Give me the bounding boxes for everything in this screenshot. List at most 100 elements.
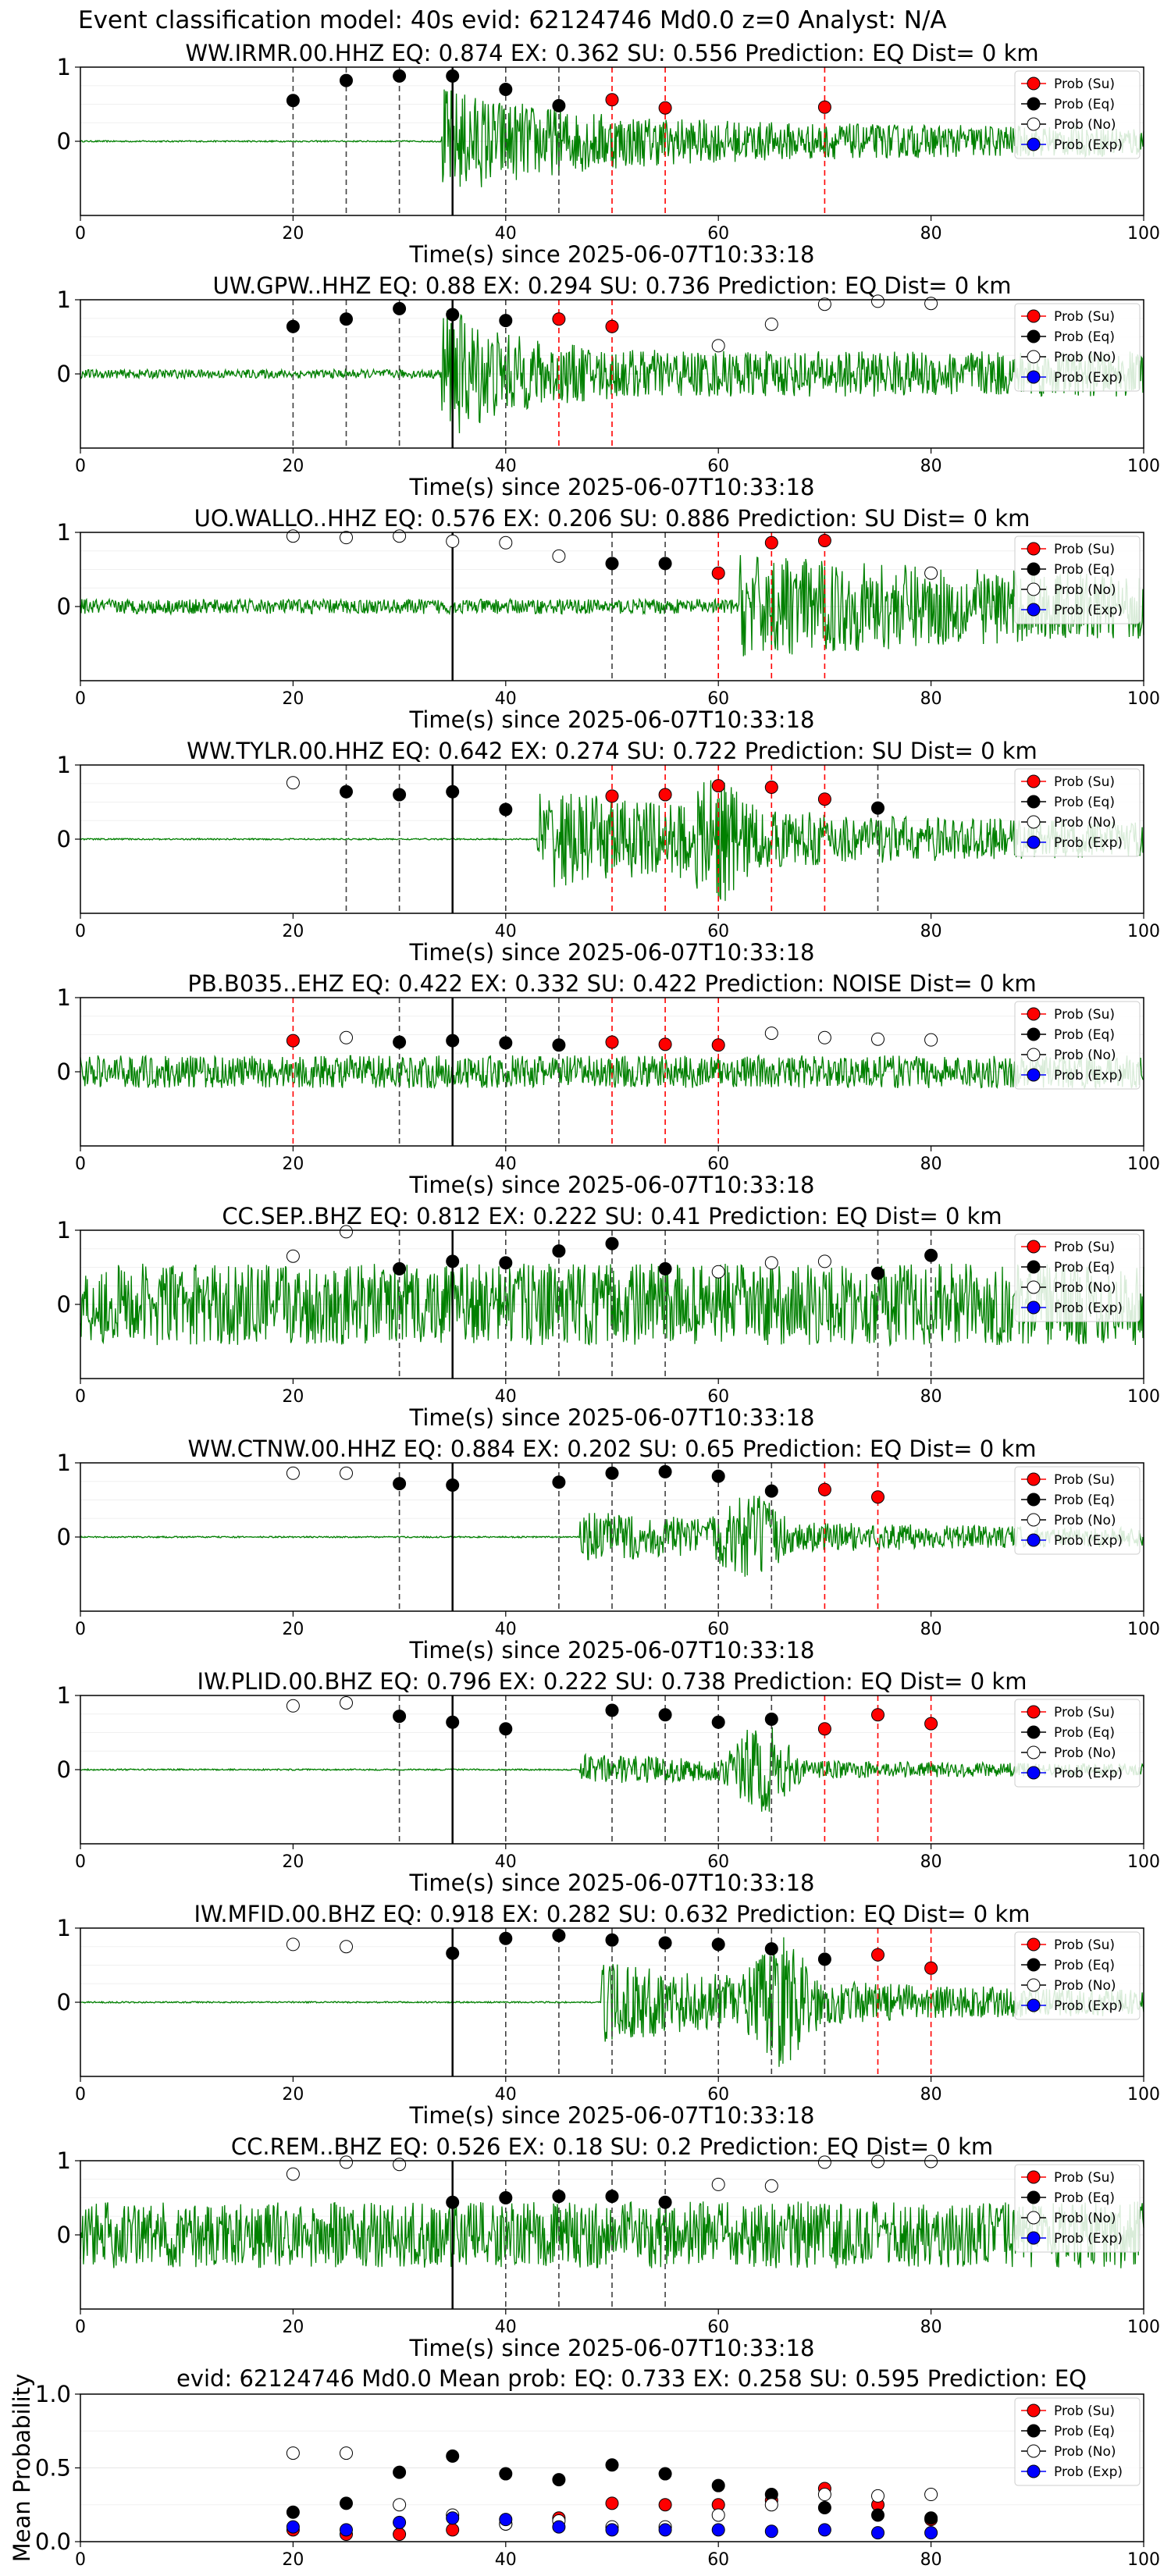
probability-point	[499, 2191, 513, 2204]
y-tick-label: 0	[57, 128, 71, 155]
mean-probability-point	[658, 2498, 672, 2512]
probability-point	[552, 1244, 566, 1258]
y-tick-label: 0.0	[35, 2528, 71, 2555]
probability-point	[340, 1466, 353, 1480]
probability-point	[658, 557, 672, 571]
legend-label: Prob (Su)	[1054, 2403, 1115, 2419]
probability-point	[393, 1035, 407, 1049]
y-tick-label: 0	[57, 1291, 71, 1318]
probability-point	[393, 1710, 407, 1724]
station-panel: CC.REM..BHZ EQ: 0.526 EX: 0.18 SU: 0.2 P…	[57, 2133, 1160, 2361]
x-tick-label: 40	[495, 1620, 517, 1639]
probability-point	[286, 319, 300, 333]
waveform-trace	[80, 1937, 1144, 2067]
mean-probability-point	[605, 2523, 619, 2537]
y-tick-label: 1	[57, 1915, 71, 1941]
legend-marker	[1027, 835, 1041, 849]
probability-point	[552, 549, 566, 563]
legend-box	[1014, 2397, 1141, 2486]
probability-point	[817, 297, 831, 311]
x-tick-label: 80	[920, 1155, 942, 1174]
probability-point	[552, 1929, 566, 1942]
probability-point	[711, 779, 725, 793]
probability-point	[286, 776, 300, 790]
probability-point	[446, 785, 460, 799]
probability-point	[605, 1035, 619, 1049]
legend-box	[1014, 1699, 1141, 1788]
x-tick-label: 40	[495, 1387, 517, 1407]
legend-label: Prob (No)	[1054, 117, 1116, 133]
mean-probability-point	[446, 2449, 460, 2463]
x-tick-label: 100	[1127, 922, 1160, 941]
legend-marker	[1027, 1958, 1041, 1972]
mean-probability-point	[658, 2467, 672, 2481]
probability-point	[871, 1490, 884, 1504]
legend-label: Prob (No)	[1054, 815, 1116, 831]
legend-label: Prob (Eq)	[1054, 1260, 1115, 1276]
probability-point	[658, 1464, 672, 1478]
x-tick-label: 40	[495, 224, 517, 244]
legend-label: Prob (Eq)	[1054, 2190, 1115, 2206]
probability-point	[817, 1254, 831, 1268]
figure-suptitle: Event classification model: 40s evid: 62…	[78, 6, 947, 34]
x-tick-label: 20	[282, 1155, 304, 1174]
probability-point	[658, 1936, 672, 1950]
legend-marker	[1027, 1260, 1041, 1274]
legend-label: Prob (Exp)	[1054, 137, 1123, 153]
legend-label: Prob (Su)	[1054, 774, 1115, 790]
panel-title: PB.B035..EHZ EQ: 0.422 EX: 0.332 SU: 0.4…	[187, 970, 1036, 997]
legend-marker	[1027, 1998, 1041, 2012]
x-axis-label: Time(s) since 2025-06-07T10:33:18	[409, 706, 815, 733]
station-panel: PB.B035..EHZ EQ: 0.422 EX: 0.332 SU: 0.4…	[57, 970, 1160, 1198]
probability-point	[871, 1708, 884, 1722]
legend-marker	[1027, 1280, 1041, 1294]
probability-point	[924, 1961, 938, 1975]
probability-point	[817, 1482, 831, 1496]
probability-point	[817, 792, 831, 806]
mean-probability-point	[871, 2526, 884, 2540]
probability-point	[924, 1248, 938, 1262]
legend-marker	[1027, 2444, 1041, 2458]
legend-marker	[1027, 370, 1041, 384]
x-tick-label: 0	[75, 922, 86, 941]
x-tick-label: 100	[1127, 1620, 1160, 1639]
station-panel: WW.CTNW.00.HHZ EQ: 0.884 EX: 0.202 SU: 0…	[57, 1436, 1160, 1663]
probability-point	[446, 1034, 460, 1048]
x-tick-label: 60	[707, 1620, 729, 1639]
probability-point	[552, 312, 566, 326]
probability-point	[871, 1032, 884, 1046]
legend-label: Prob (Exp)	[1054, 603, 1123, 618]
legend-label: Prob (Exp)	[1054, 1766, 1123, 1781]
probability-point	[552, 2190, 566, 2204]
station-panel: UW.GPW..HHZ EQ: 0.88 EX: 0.294 SU: 0.736…	[57, 272, 1160, 500]
probability-point	[711, 1265, 725, 1279]
mean-probability-point	[764, 2524, 778, 2539]
y-tick-label: 1	[57, 54, 71, 80]
mean-probability-point	[711, 2478, 725, 2492]
probability-point	[924, 1033, 938, 1047]
legend-marker	[1027, 97, 1041, 111]
legend-label: Prob (Eq)	[1054, 1027, 1115, 1043]
legend-marker	[1027, 76, 1041, 91]
legend-marker	[1027, 1007, 1041, 1021]
mean-probability-point	[924, 2488, 938, 2502]
probability-point	[924, 1717, 938, 1731]
legend-marker	[1027, 603, 1041, 617]
legend-label: Prob (Su)	[1054, 1472, 1115, 1488]
x-tick-label: 100	[1127, 1155, 1160, 1174]
probability-point	[817, 2155, 831, 2169]
y-tick-label: 0	[57, 1059, 71, 1085]
mean-probability-point	[393, 2465, 407, 2479]
mean-probability-point	[658, 2523, 672, 2537]
x-tick-label: 60	[707, 224, 729, 244]
legend-marker	[1027, 1068, 1041, 1082]
legend-marker	[1027, 309, 1041, 323]
probability-point	[499, 1931, 513, 1945]
mean-probability-point	[817, 2501, 831, 2515]
y-tick-label: 0	[57, 1989, 71, 2016]
probability-point	[711, 566, 725, 580]
x-tick-label: 20	[282, 1852, 304, 1872]
y-tick-label: 1	[57, 1450, 71, 1476]
legend-marker	[1027, 1725, 1041, 1739]
x-tick-label: 100	[1127, 457, 1160, 476]
